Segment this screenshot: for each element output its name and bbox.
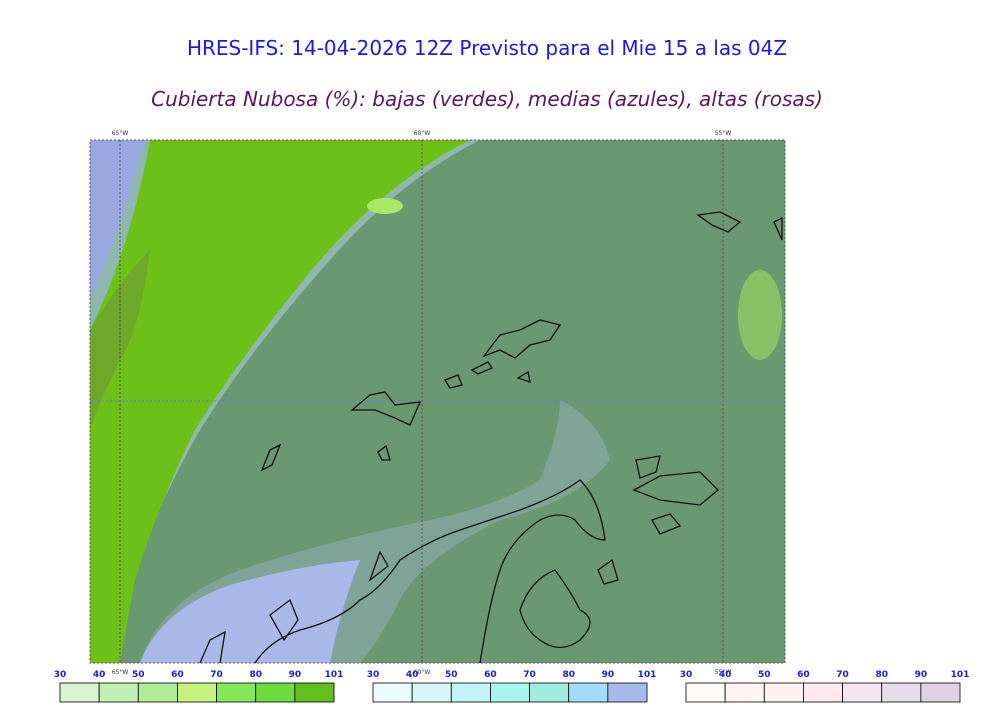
- longitude-label: 55°W: [715, 130, 732, 137]
- legend-swatch: [529, 682, 570, 703]
- subtitle: Cubierta Nubosa (%): bajas (verdes), med…: [151, 87, 823, 111]
- legend-tick-label: 50: [445, 670, 458, 680]
- map: [89, 139, 786, 664]
- title: HRES-IFS: 14-04-2026 12Z Previsto para e…: [187, 36, 787, 60]
- legend-swatch: [685, 682, 726, 703]
- legend-tick-label: 50: [132, 670, 145, 680]
- legend-tick-label: 70: [836, 670, 849, 680]
- legend-tick-label: 101: [951, 670, 970, 680]
- legend-swatch: [803, 682, 843, 703]
- legend-tick-label: 80: [249, 670, 262, 680]
- legend-tick-label: 90: [602, 670, 615, 680]
- legend-tick-label: 30: [680, 670, 693, 680]
- legend-swatch: [216, 682, 257, 703]
- legend-swatch: [881, 682, 922, 703]
- legend-tick-label: 40: [719, 670, 732, 680]
- legend-tick-label: 60: [171, 670, 184, 680]
- legend-swatch: [724, 682, 765, 703]
- graticule: [89, 139, 786, 664]
- coastlines: [199, 211, 783, 664]
- legend-tick-label: 30: [54, 670, 67, 680]
- mid-cloud-nw: [90, 140, 145, 300]
- low-cloud-east: [738, 270, 782, 360]
- legend-tick-label: 80: [875, 670, 888, 680]
- legend-swatch: [294, 682, 335, 703]
- legend-swatch: [98, 682, 139, 703]
- legend-swatch: [59, 682, 100, 703]
- legend-tick-label: 101: [638, 670, 657, 680]
- legend-tick-label: 70: [210, 670, 223, 680]
- legend-tick-label: 101: [325, 670, 344, 680]
- low-cloud-patch: [367, 198, 403, 214]
- legend-swatch: [842, 682, 883, 703]
- legend-swatch: [137, 682, 178, 703]
- legend-tick-label: 40: [93, 670, 106, 680]
- legend-swatch: [177, 682, 217, 703]
- low-cloud-band: [90, 140, 470, 663]
- legend-tick-label: 40: [406, 670, 419, 680]
- legend-swatch: [490, 682, 530, 703]
- legend-swatch: [763, 682, 804, 703]
- legend-tick-label: 80: [562, 670, 575, 680]
- mid-cloud-sw: [140, 560, 360, 663]
- legend-swatch: [607, 682, 648, 703]
- legend-swatch: [411, 682, 452, 703]
- legend-swatch: [450, 682, 491, 703]
- legend-swatch: [255, 682, 296, 703]
- legend-tick-label: 60: [484, 670, 497, 680]
- legend-tick-label: 70: [523, 670, 536, 680]
- legend-tick-label: 50: [758, 670, 771, 680]
- legend-swatch: [372, 682, 413, 703]
- legend-tick-label: 90: [289, 670, 302, 680]
- legend-tick-label: 60: [797, 670, 810, 680]
- longitude-label: 65°W: [112, 130, 129, 137]
- longitude-label: 60°W: [414, 130, 431, 137]
- legend-tick-label: 90: [915, 670, 928, 680]
- legend-tick-label: 30: [367, 670, 380, 680]
- longitude-label: 65°W: [112, 669, 129, 676]
- longitude-label: 55°W: [715, 669, 732, 676]
- legends: 30 40 50 60 70 80 90 101 30 40 50 60 70 80 90 101 30 40 50…: [54, 670, 970, 703]
- legend-swatch: [568, 682, 609, 703]
- longitude-label: 60°W: [414, 669, 431, 676]
- legend-swatch: [920, 682, 961, 703]
